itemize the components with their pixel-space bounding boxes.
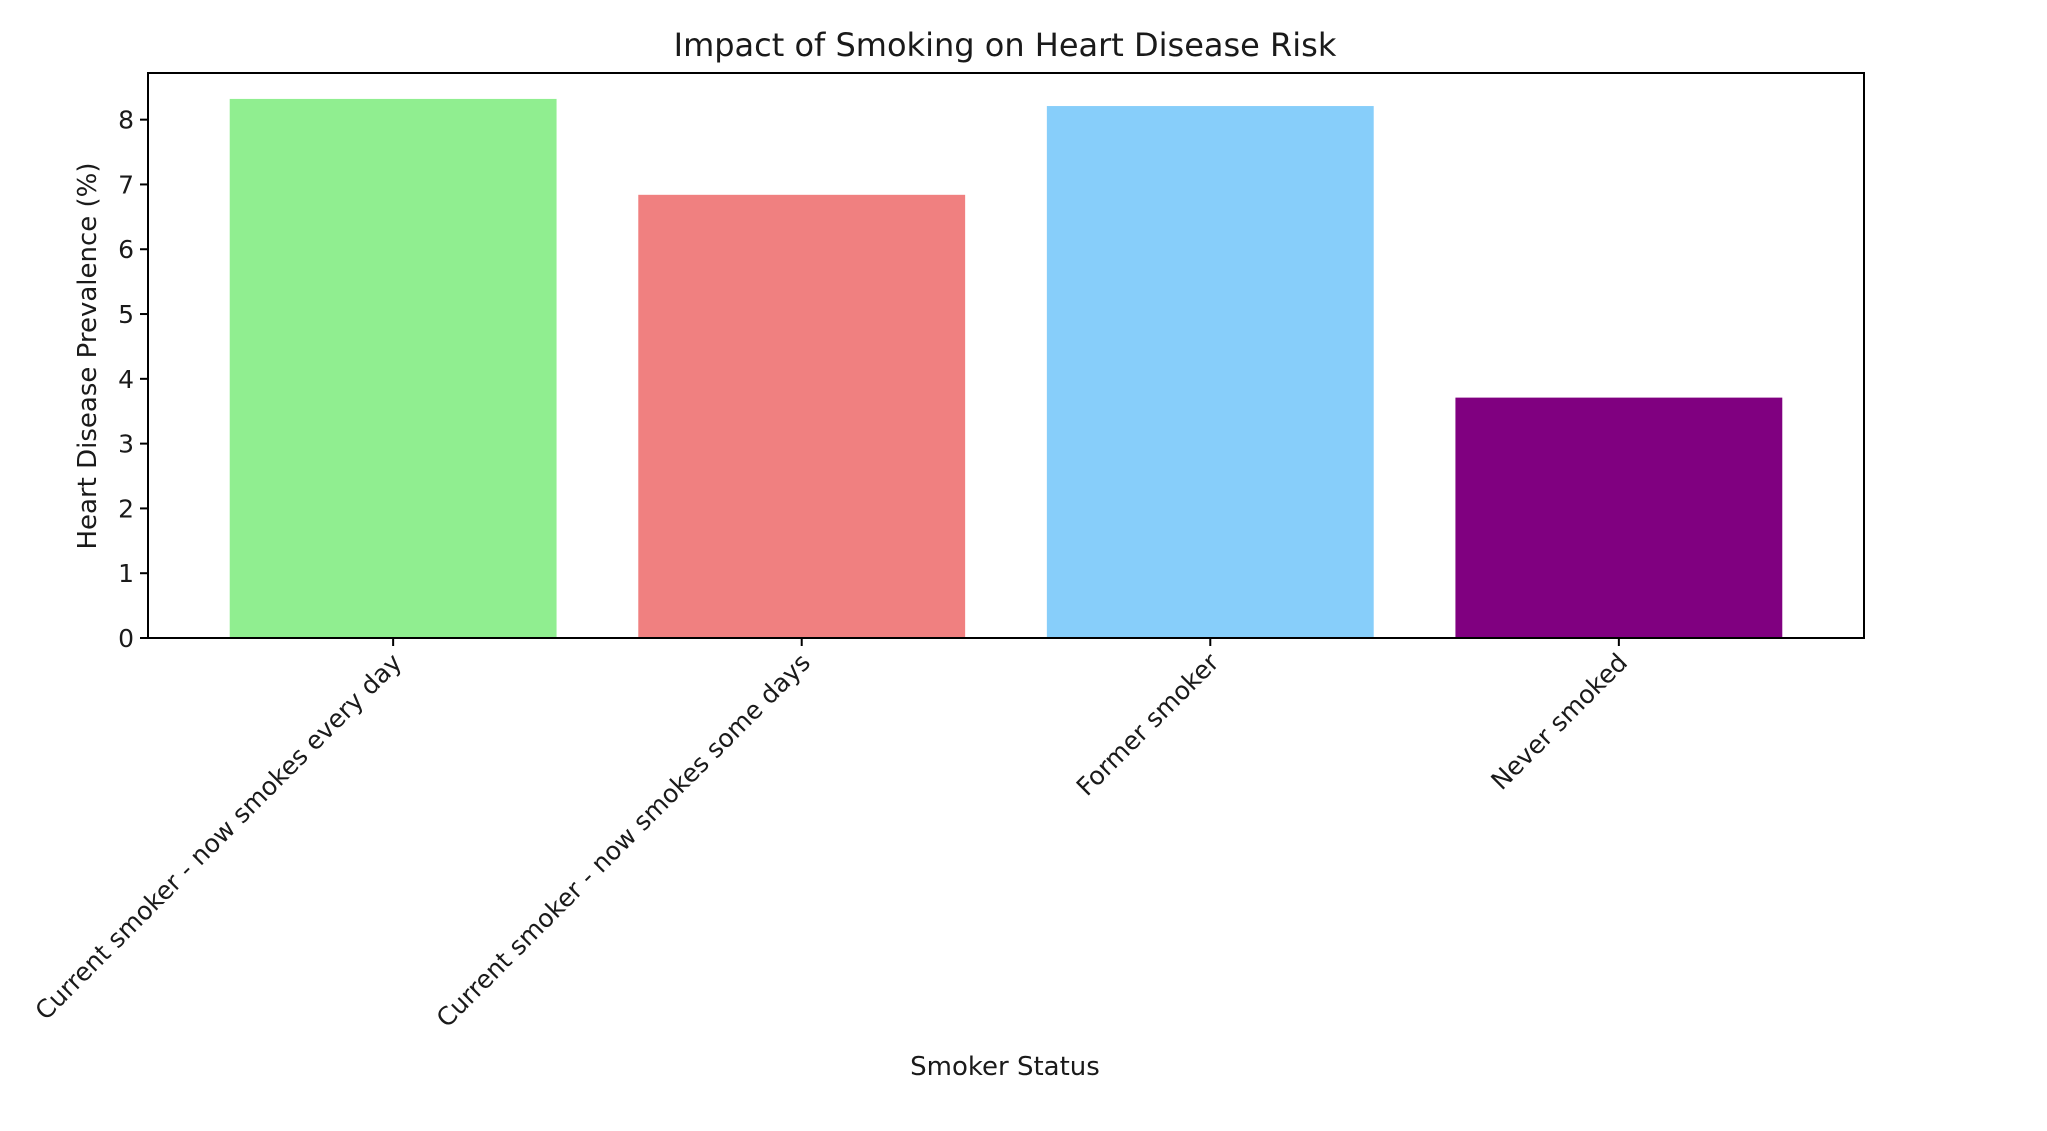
y-tick-label: 0 — [118, 624, 134, 653]
x-axis-label: Smoker Status — [910, 1052, 1100, 1082]
y-tick-label: 6 — [118, 235, 134, 264]
y-tick-label: 1 — [118, 559, 134, 588]
y-tick-label: 5 — [118, 300, 134, 329]
y-tick-label: 2 — [118, 494, 134, 523]
bar-0 — [229, 98, 557, 639]
bar-2 — [1046, 106, 1374, 638]
bar-1 — [638, 194, 966, 638]
y-axis: 0 1 2 3 4 5 6 7 8 — [118, 106, 148, 653]
y-tick-label: 7 — [118, 170, 134, 199]
bars-layer — [229, 98, 1783, 639]
bar-3 — [1455, 397, 1783, 638]
y-axis-label: Heart Disease Prevalence (%) — [73, 162, 103, 549]
y-tick-label: 3 — [118, 430, 134, 459]
y-tick-label: 4 — [118, 365, 134, 394]
chart-title: Impact of Smoking on Heart Disease Risk — [674, 26, 1337, 64]
y-tick-label: 8 — [118, 106, 134, 135]
plot-frame — [147, 72, 1865, 639]
